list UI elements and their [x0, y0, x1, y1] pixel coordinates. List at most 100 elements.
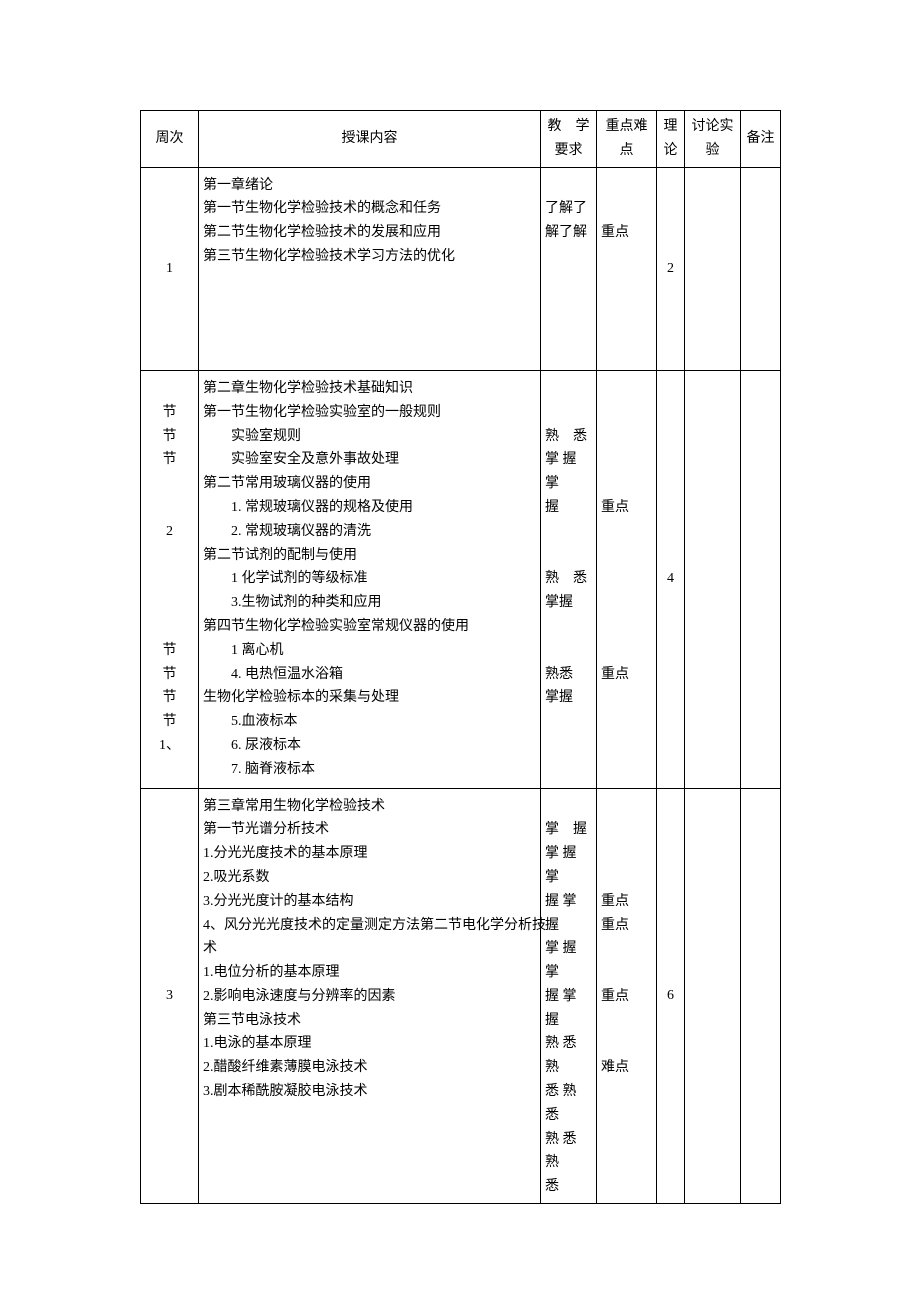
table-row: 1第一章绪论第一节生物化学检验技术的概念和任务第二节生物化学检验技术的发展和应用…: [141, 167, 781, 370]
req-line: [545, 520, 592, 544]
content-line: 1. 常规玻璃仪器的规格及使用: [203, 496, 536, 520]
req-line: 握 掌 握: [545, 890, 592, 938]
focus-line: [601, 377, 652, 401]
focus-line: [601, 866, 652, 890]
content-cell: 第一章绪论第一节生物化学检验技术的概念和任务第二节生物化学检验技术的发展和应用第…: [199, 167, 541, 370]
content-line: 第二节试剂的配制与使用: [203, 544, 536, 568]
focus-line: 重点: [601, 496, 652, 520]
req-line: 掌 握: [545, 818, 592, 842]
focus-line: 难点: [601, 1056, 652, 1080]
focus-line: [601, 1032, 652, 1056]
week-cell: 3: [141, 788, 199, 1204]
hdr-theory: 理 论: [657, 111, 685, 168]
content-line: 1 离心机: [203, 639, 536, 663]
syllabus-table: 周次 授课内容 教 学 要求 重点难点 理 论 讨论实 验 备注 1第一章绪论第…: [140, 110, 781, 1204]
content-line: 2.醋酸纤维素薄膜电泳技术: [203, 1056, 536, 1080]
content-line: 4. 电热恒温水浴箱: [203, 663, 536, 687]
content-line: 3.分光光度计的基本结构: [203, 890, 536, 914]
exp-cell: [685, 370, 741, 788]
req-line: [545, 544, 592, 568]
content-line: 2. 常规玻璃仪器的清洗: [203, 520, 536, 544]
req-line: [545, 795, 592, 819]
focus-line: [601, 520, 652, 544]
req-line: 掌握: [545, 686, 592, 710]
content-line: 1.电泳的基本原理: [203, 1032, 536, 1056]
content-line: 实验室规则: [203, 425, 536, 449]
focus-cell: 重点重点 重点 难点: [597, 788, 657, 1204]
content-line: 第一节生物化学检验实验室的一般规则: [203, 401, 536, 425]
content-line: 第一节光谱分析技术: [203, 818, 536, 842]
req-line: [545, 639, 592, 663]
hdr-req: 教 学 要求: [541, 111, 597, 168]
req-line: 悉: [545, 1175, 592, 1199]
hdr-exp: 讨论实 验: [685, 111, 741, 168]
content-line: 实验室安全及意外事故处理: [203, 448, 536, 472]
hdr-note: 备注: [741, 111, 781, 168]
content-line: [203, 269, 536, 293]
content-line: 第二节生物化学检验技术的发展和应用: [203, 221, 536, 245]
exp-cell: [685, 167, 741, 370]
focus-line: 重点: [601, 663, 652, 687]
focus-cell: 重点: [597, 167, 657, 370]
hdr-theory-l1: 理: [661, 115, 680, 139]
content-line: 2.吸光系数: [203, 866, 536, 890]
focus-line: [601, 567, 652, 591]
content-line: 术: [203, 937, 536, 961]
content-line: 1.分光光度技术的基本原理: [203, 842, 536, 866]
hdr-focus: 重点难点: [597, 111, 657, 168]
content-line: 第一节生物化学检验技术的概念和任务: [203, 197, 536, 221]
focus-cell: 重点 重点: [597, 370, 657, 788]
content-line: 5.血液标本: [203, 710, 536, 734]
req-line: 悉 熟 悉: [545, 1080, 592, 1128]
note-cell: [741, 370, 781, 788]
req-line: 掌 握 掌: [545, 448, 592, 496]
focus-line: [601, 937, 652, 961]
req-line: [545, 615, 592, 639]
focus-line: [601, 448, 652, 472]
content-line: 7. 脑脊液标本: [203, 758, 536, 782]
note-cell: [741, 167, 781, 370]
req-line: 掌 握 掌: [545, 842, 592, 890]
content-line: 4、风分光光度技术的定量测定方法第二节电化学分析技: [203, 914, 536, 938]
header-row: 周次 授课内容 教 学 要求 重点难点 理 论 讨论实 验 备注: [141, 111, 781, 168]
content-line: 生物化学检验标本的采集与处理: [203, 686, 536, 710]
hdr-theory-l2: 论: [661, 139, 680, 163]
req-line: 熟悉: [545, 663, 592, 687]
req-line: 熟 悉 熟: [545, 1032, 592, 1080]
req-line: 掌 握 掌: [545, 937, 592, 985]
focus-line: [601, 425, 652, 449]
content-line: 3.剧本稀酰胺凝胶电泳技术: [203, 1080, 536, 1104]
content-line: 1.电位分析的基本原理: [203, 961, 536, 985]
req-line: 掌握: [545, 591, 592, 615]
hdr-req-l1: 教 学: [545, 115, 592, 139]
focus-line: [601, 639, 652, 663]
hdr-week: 周次: [141, 111, 199, 168]
theory-cell: 4: [657, 370, 685, 788]
content-line: 第三节电泳技术: [203, 1009, 536, 1033]
focus-line: 重点: [601, 985, 652, 1009]
content-line: [203, 340, 536, 364]
note-cell: [741, 788, 781, 1204]
req-line: 了解了: [545, 197, 592, 221]
theory-cell: 6: [657, 788, 685, 1204]
exp-cell: [685, 788, 741, 1204]
hdr-exp-l2: 验: [689, 139, 736, 163]
content-cell: 第三章常用生物化学检验技术第一节光谱分析技术1.分光光度技术的基本原理2.吸光系…: [199, 788, 541, 1204]
focus-line: [601, 795, 652, 819]
focus-line: 重点: [601, 890, 652, 914]
table-row: 3第三章常用生物化学检验技术第一节光谱分析技术1.分光光度技术的基本原理2.吸光…: [141, 788, 781, 1204]
content-line: 第四节生物化学检验实验室常规仪器的使用: [203, 615, 536, 639]
focus-line: [601, 591, 652, 615]
theory-cell: 2: [657, 167, 685, 370]
content-line: [203, 1104, 536, 1128]
req-line: 握: [545, 496, 592, 520]
req-line: 熟 悉: [545, 425, 592, 449]
req-line: [545, 377, 592, 401]
focus-line: [601, 472, 652, 496]
focus-line: 重点: [601, 221, 652, 245]
focus-line: [601, 961, 652, 985]
table-row: 节节节 2 节节节节1、第二章生物化学检验技术基础知识第一节生物化学检验实验室的…: [141, 370, 781, 788]
content-line: 第三章常用生物化学检验技术: [203, 795, 536, 819]
req-line: 解了解: [545, 221, 592, 245]
week-cell: 节节节 2 节节节节1、: [141, 370, 199, 788]
